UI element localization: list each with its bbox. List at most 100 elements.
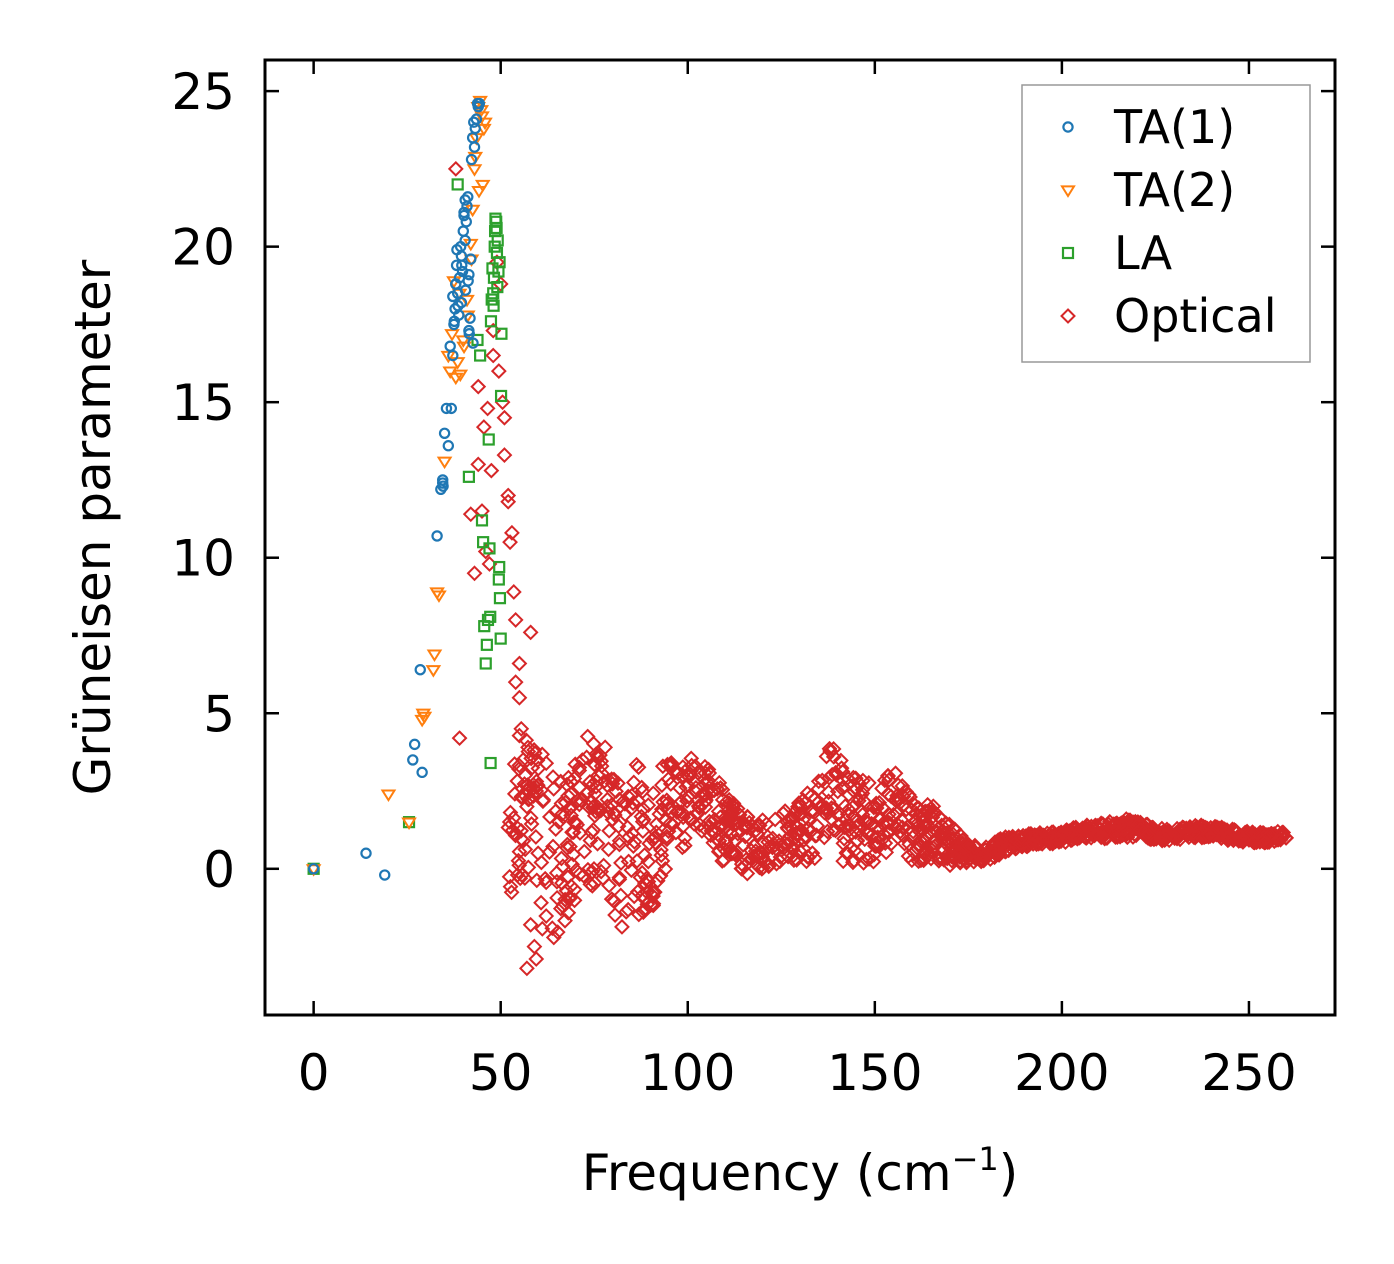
optical-band-point: [644, 884, 661, 901]
optical-band-point: [1140, 824, 1157, 841]
optical-band-point: [747, 843, 764, 859]
optical-band-point: [1257, 834, 1274, 851]
optical-band-point: [644, 831, 661, 848]
optical-band-point: [976, 848, 992, 865]
optical-band-point: [1067, 829, 1084, 846]
optical-band-point: [865, 853, 882, 870]
optical-band-point: [614, 918, 630, 935]
ta-1--point: [462, 191, 474, 203]
optical-band-point: [912, 803, 929, 820]
optical-band-point: [545, 769, 561, 785]
optical-band-point: [735, 819, 752, 835]
optical-point: [500, 493, 517, 510]
ta-2--point: [416, 711, 433, 725]
optical-band-point: [1093, 829, 1110, 846]
optical-band-point: [521, 791, 538, 808]
la-point: [477, 536, 490, 549]
optical-band-point: [527, 829, 544, 845]
ta-2--point: [467, 151, 484, 165]
optical-band-point: [1132, 821, 1149, 838]
optical-band-point: [1125, 829, 1141, 845]
ta-1--point: [438, 427, 451, 439]
optical-band-point: [676, 837, 693, 854]
optical-band-point: [947, 850, 964, 867]
optical-band-point: [611, 871, 628, 888]
optical-band-point: [662, 776, 679, 792]
optical-band-point: [585, 735, 602, 752]
ta-2--point: [455, 335, 472, 348]
optical-band-point: [917, 844, 934, 861]
optical-band-point: [626, 833, 643, 850]
optical-band-point: [573, 792, 589, 809]
optical-band-point: [821, 769, 838, 786]
optical-band-point: [738, 851, 755, 868]
optical-band-point: [557, 912, 573, 929]
optical-band-point: [1108, 827, 1124, 844]
optical-band-point: [834, 780, 851, 797]
ta-2--point: [474, 179, 491, 193]
optical-band-point: [545, 838, 561, 855]
optical-band-point: [578, 749, 595, 766]
optical-band-point: [1201, 827, 1217, 844]
optical-point: [515, 752, 532, 768]
optical-band-point: [636, 847, 653, 863]
la-point: [494, 389, 508, 403]
optical-point: [470, 378, 487, 395]
optical-band-point: [566, 881, 583, 898]
optical-band-point: [821, 740, 838, 757]
optical-band-point: [638, 870, 655, 887]
optical-band-point: [780, 812, 797, 828]
optical-band-point: [610, 818, 627, 835]
ta-1--point: [307, 863, 320, 875]
optical-band-point: [961, 851, 978, 868]
optical-band-point: [1195, 818, 1212, 835]
optical-band-point: [1182, 818, 1198, 835]
optical-band-point: [710, 843, 727, 860]
la-point: [487, 299, 500, 312]
optical-band-point: [749, 825, 765, 842]
optical-band-point: [819, 823, 836, 840]
ta-2--point: [471, 186, 487, 199]
ta-2--point: [380, 789, 397, 803]
optical-band-point: [902, 789, 918, 805]
optical-band-point: [580, 784, 597, 801]
optical-band-point: [697, 765, 714, 782]
optical-band-point: [992, 833, 1009, 850]
legend-marker: [1060, 308, 1076, 324]
la-point: [482, 433, 495, 446]
optical-band-point: [701, 813, 718, 830]
optical-band-point: [1008, 834, 1025, 850]
optical-band-point: [566, 892, 583, 909]
optical-band-point: [686, 815, 703, 832]
legend-marker: [1062, 121, 1074, 133]
optical-band-point: [1162, 824, 1179, 841]
la-point: [491, 280, 504, 294]
optical-band-point: [705, 834, 722, 851]
optical-band-point: [607, 907, 624, 923]
optical-band-point: [549, 924, 566, 941]
ta-1--point: [407, 754, 419, 766]
x-axis-label-text: Frequency (cm: [582, 1144, 952, 1202]
optical-band-point: [876, 772, 893, 789]
ta-2--point: [442, 366, 458, 379]
y-tick-label: 15: [171, 374, 235, 432]
optical-band-point: [625, 774, 642, 791]
optical-point: [500, 487, 517, 504]
ta-1--point: [458, 206, 470, 219]
optical-band-point: [623, 800, 640, 817]
optical-band-point: [697, 799, 714, 815]
optical-band-point: [850, 774, 867, 791]
optical-point: [490, 363, 507, 379]
la-point: [493, 560, 506, 574]
la-point: [492, 573, 505, 586]
optical-band-point: [562, 838, 578, 855]
optical-band-point: [547, 803, 564, 820]
optical-band-point: [1057, 834, 1074, 851]
optical-band-point: [555, 809, 572, 825]
optical-band-point: [934, 841, 951, 858]
optical-band-point: [623, 862, 640, 879]
la-point: [485, 293, 498, 306]
ta-1--point: [473, 97, 486, 110]
optical-band-point: [652, 867, 669, 884]
optical-band-point: [909, 837, 926, 853]
